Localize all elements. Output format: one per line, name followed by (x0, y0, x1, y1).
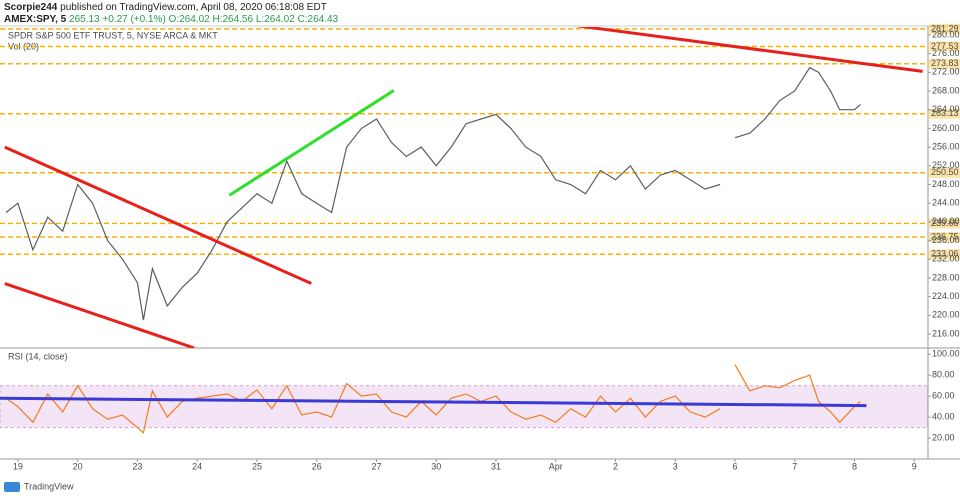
symbol-line: AMEX:SPY, 5 265.13 +0.27 (+0.1%) O:264.0… (4, 14, 339, 25)
y-tick-label: 60.00 (932, 391, 955, 401)
brand: TradingView (24, 481, 74, 491)
y-tick-label: 264.00 (932, 104, 960, 114)
x-tick-label: 25 (252, 461, 262, 471)
trend-line (228, 89, 395, 197)
pane (0, 27, 928, 348)
level-tag (929, 41, 960, 52)
x-tick-label: 3 (673, 461, 678, 471)
y-tick-label: 256.00 (932, 141, 960, 151)
published: published on TradingView.com, April 08, … (60, 2, 327, 13)
x-tick-label: 26 (312, 461, 322, 471)
level-label: 281.29 (931, 23, 959, 33)
brand-logo (4, 482, 20, 492)
y-tick-label: 232.00 (932, 254, 960, 264)
level-label: 263.13 (931, 108, 959, 118)
x-tick-label: 23 (132, 461, 142, 471)
level-tag (929, 218, 960, 229)
trend-line (0, 396, 867, 408)
y-tick-label: 240.00 (932, 216, 960, 226)
x-tick-label: 31 (491, 461, 501, 471)
series-title: SPDR S&P 500 ETF TRUST, 5, NYSE ARCA & M… (8, 30, 218, 40)
y-tick-label: 100.00 (932, 349, 960, 359)
quote: 265.13 +0.27 (+0.1%) O:264.02 H:264.56 L… (69, 14, 339, 25)
y-tick-label: 236.00 (932, 235, 960, 245)
x-tick-label: 27 (371, 461, 381, 471)
trend-line (4, 145, 312, 285)
level-label: 273.83 (931, 58, 959, 68)
level-tag (929, 108, 960, 119)
rsi-band (0, 385, 928, 429)
y-tick-label: 224.00 (932, 291, 960, 301)
x-tick-label: 20 (73, 461, 83, 471)
y-tick-label: 80.00 (932, 370, 955, 380)
level-label: 236.75 (931, 231, 959, 241)
level-tag (929, 249, 960, 260)
level-tag (929, 23, 960, 34)
x-tick-label: 9 (912, 461, 917, 471)
x-tick-label: 24 (192, 461, 202, 471)
y-tick-label: 272.00 (932, 67, 960, 77)
level-tag (929, 167, 960, 178)
y-tick-label: 216.00 (932, 328, 960, 338)
y-tick-label: 20.00 (932, 432, 955, 442)
y-tick-label: 280.00 (932, 29, 960, 39)
level-label: 233.06 (931, 249, 959, 259)
symbol: AMEX:SPY, 5 (4, 14, 67, 25)
y-tick-label: 276.00 (932, 48, 960, 58)
y-tick-label: 40.00 (932, 411, 955, 421)
x-tick-label: 2 (613, 461, 618, 471)
x-tick-label: Apr (549, 461, 563, 471)
y-tick-label: 252.00 (932, 160, 960, 170)
x-tick-label: 30 (431, 461, 441, 471)
indicator-title: Vol (20) (8, 41, 39, 51)
trend-line (4, 282, 195, 348)
y-tick-label: 268.00 (932, 85, 960, 95)
trend-line (575, 27, 923, 73)
x-tick-label: 7 (792, 461, 797, 471)
pane (0, 364, 928, 434)
rsi-title: RSI (14, close) (8, 351, 68, 361)
y-tick-label: 220.00 (932, 310, 960, 320)
level-label: 239.66 (931, 218, 959, 228)
x-tick-label: 19 (13, 461, 23, 471)
y-tick-label: 260.00 (932, 123, 960, 133)
author: Scorpie244 (4, 2, 58, 13)
level-label: 250.50 (931, 167, 959, 177)
y-tick-label: 244.00 (932, 198, 960, 208)
x-tick-label: 8 (852, 461, 857, 471)
header-line: Scorpie244 published on TradingView.com,… (4, 2, 327, 13)
series-line (5, 66, 861, 321)
level-tag (929, 58, 960, 69)
level-label: 277.53 (931, 41, 959, 51)
y-tick-label: 248.00 (932, 179, 960, 189)
y-tick-label: 228.00 (932, 272, 960, 282)
series-line (5, 364, 861, 434)
level-tag (929, 232, 960, 243)
x-tick-label: 6 (732, 461, 737, 471)
